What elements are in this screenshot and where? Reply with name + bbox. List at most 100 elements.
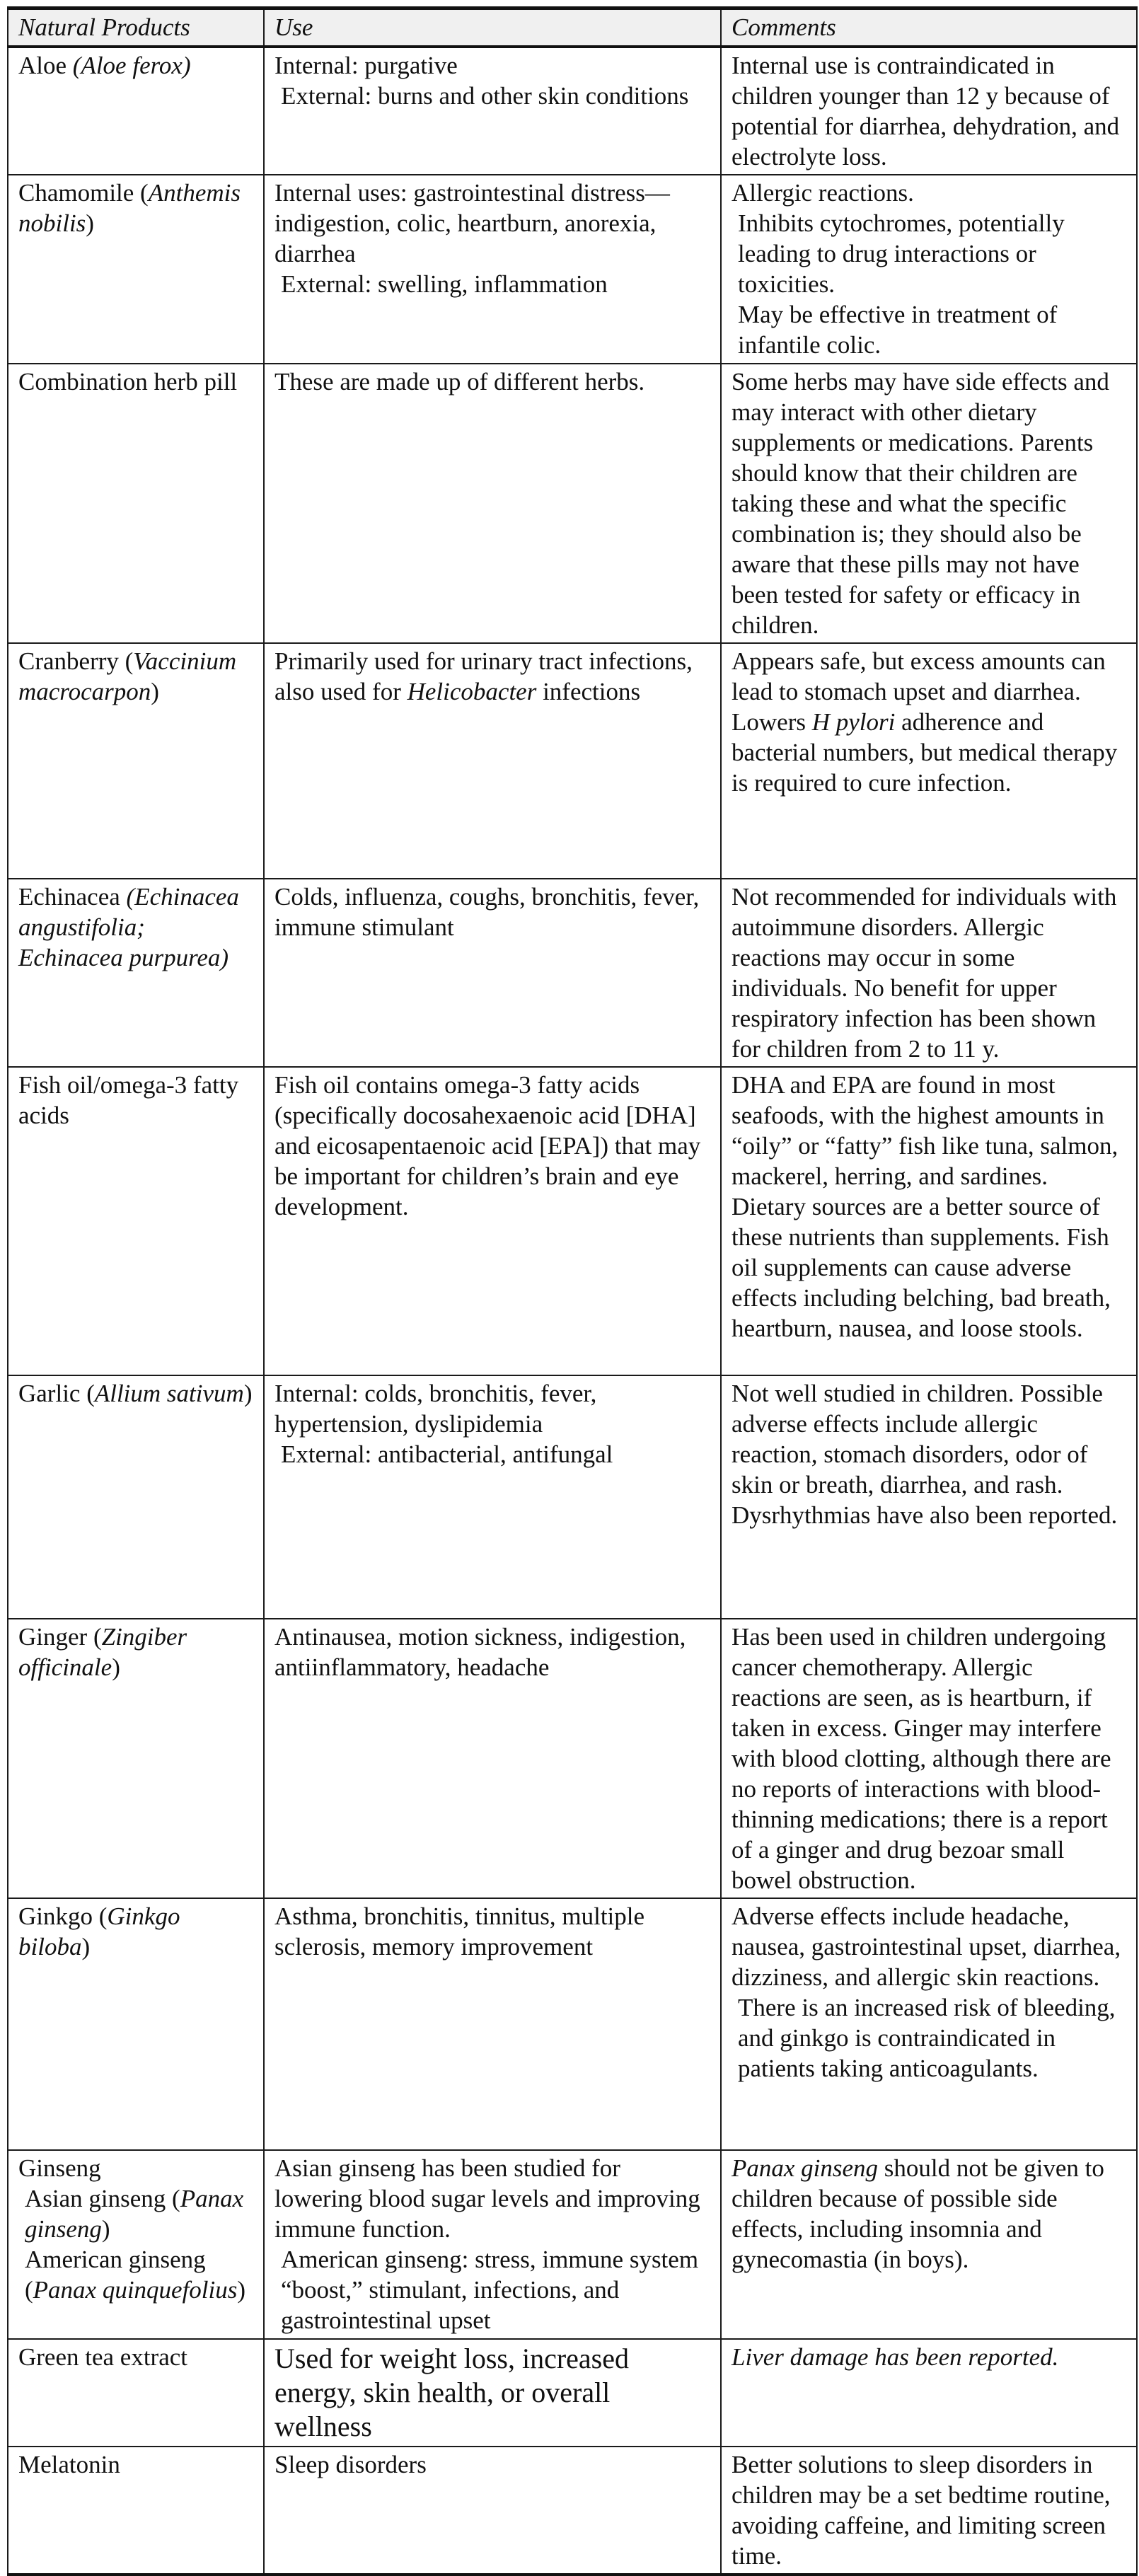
- table-row: Combination herb pill These are made up o…: [7, 363, 1138, 644]
- cell-use: Primarily used for urinary tract infecti…: [263, 642, 722, 879]
- text: Appears safe, but excess amounts can lea…: [732, 647, 1106, 736]
- cell-paragraph: Internal: purgative: [274, 50, 710, 81]
- cell-comments: Appears safe, but excess amounts can lea…: [720, 642, 1138, 879]
- text: ): [151, 678, 159, 705]
- cell-paragraph: Asthma, bronchitis, tinnitus, multiple s…: [274, 1901, 710, 1962]
- cell-paragraph: Cranberry (Vaccinium macrocarpon): [18, 646, 253, 707]
- cell-paragraph: Better solutions to sleep disorders in c…: [732, 2449, 1126, 2571]
- cell-paragraph: Asian ginseng has been studied for lower…: [274, 2153, 710, 2244]
- text: Colds, influenza, coughs, bronchitis, fe…: [274, 883, 700, 941]
- text: Primarily used for urinary tract infecti…: [274, 647, 693, 705]
- cell-product: Garlic (Allium sativum): [7, 1375, 265, 1619]
- italic-text: Liver damage has been reported.: [732, 2343, 1059, 2371]
- cell-comments: Better solutions to sleep disorders in c…: [720, 2446, 1138, 2576]
- table-row: Aloe (Aloe ferox) Internal: purgative Exte…: [7, 46, 1138, 175]
- cell-paragraph: Inhibits cytochromes, potentially leadin…: [732, 208, 1126, 299]
- table-row: Garlic (Allium sativum) Internal: colds, …: [7, 1375, 1138, 1619]
- cell-paragraph: Internal use is contraindicated in child…: [732, 50, 1126, 172]
- cell-product: Ginseng Asian ginseng (Panax ginseng) Amer…: [7, 2149, 265, 2340]
- text: American ginseng (: [25, 2246, 206, 2304]
- cell-use: Asian ginseng has been studied for lower…: [263, 2149, 722, 2340]
- cell-use: Used for weight loss, increased energy, …: [263, 2338, 722, 2447]
- text: infections: [536, 678, 641, 705]
- cell-paragraph: External: antibacterial, antifungal: [274, 1439, 710, 1469]
- cell-paragraph: American ginseng (Panax quinquefolius): [18, 2244, 253, 2305]
- text: External: antibacterial, antifungal: [281, 1440, 613, 1468]
- cell-paragraph: Used for weight loss, increased energy, …: [274, 2342, 710, 2444]
- table-row: Ginkgo (Ginkgo biloba) Asthma, bronchitis…: [7, 1898, 1138, 2151]
- text: ): [237, 2276, 246, 2304]
- header-use: Use: [263, 6, 722, 48]
- text: Cranberry (: [18, 647, 134, 675]
- cell-paragraph: Asian ginseng (Panax ginseng): [18, 2183, 253, 2244]
- cell-paragraph: Appears safe, but excess amounts can lea…: [732, 646, 1126, 798]
- cell-product: Cranberry (Vaccinium macrocarpon): [7, 642, 265, 879]
- cell-product: Ginkgo (Ginkgo biloba): [7, 1898, 265, 2151]
- cell-paragraph: Liver damage has been reported.: [732, 2342, 1126, 2372]
- text: Fish oil contains omega-3 fatty acids (s…: [274, 1071, 701, 1220]
- cell-use: Colds, influenza, coughs, bronchitis, fe…: [263, 878, 722, 1068]
- cell-product: Green tea extract: [7, 2338, 265, 2447]
- table-row: Ginger (Zingiber officinale) Antinausea, …: [7, 1618, 1138, 1899]
- cell-paragraph: Ginger (Zingiber officinale): [18, 1622, 253, 1682]
- text: Some herbs may have side effects and may…: [732, 368, 1109, 639]
- cell-paragraph: Internal uses: gastrointestinal distress…: [274, 178, 710, 269]
- text: Echinacea: [18, 883, 127, 911]
- table-row: Cranberry (Vaccinium macrocarpon) Primari…: [7, 642, 1138, 879]
- cell-use: Asthma, bronchitis, tinnitus, multiple s…: [263, 1898, 722, 2151]
- cell-paragraph: Internal: colds, bronchitis, fever, hype…: [274, 1378, 710, 1439]
- text: Not well studied in children. Possible a…: [732, 1380, 1118, 1529]
- italic-text: Allium sativum: [94, 1380, 244, 1407]
- text: Allergic reactions.: [732, 179, 914, 207]
- italic-text: Zingiber officinale: [18, 1623, 187, 1681]
- cell-paragraph: Panax ginseng should not be given to chi…: [732, 2153, 1126, 2275]
- text: adherence and bacterial numbers, but med…: [732, 708, 1118, 797]
- cell-paragraph: Some herbs may have side effects and may…: [732, 366, 1126, 640]
- cell-product: Echinacea (Echinacea angustifolia; Echin…: [7, 878, 265, 1068]
- cell-paragraph: External: burns and other skin condition…: [274, 81, 710, 111]
- cell-paragraph: Ginkgo (Ginkgo biloba): [18, 1901, 253, 1962]
- header-row: Natural Products Use Comments: [7, 6, 1138, 48]
- text: Ginger (: [18, 1623, 102, 1651]
- cell-paragraph: Antinausea, motion sickness, indigestion…: [274, 1622, 710, 1682]
- cell-use: Internal uses: gastrointestinal distress…: [263, 174, 722, 364]
- cell-paragraph: Echinacea (Echinacea angustifolia; Echin…: [18, 882, 253, 973]
- text: External: burns and other skin condition…: [281, 82, 689, 110]
- cell-paragraph: Primarily used for urinary tract infecti…: [274, 646, 710, 707]
- cell-paragraph: Aloe (Aloe ferox): [18, 50, 253, 81]
- cell-paragraph: American ginseng: stress, immune system …: [274, 2244, 710, 2335]
- text: ): [81, 1933, 91, 1960]
- cell-paragraph: There is an increased risk of bleeding, …: [732, 1992, 1126, 2084]
- cell-paragraph: Fish oil contains omega-3 fatty acids (s…: [274, 1070, 710, 1222]
- text: These are made up of different herbs.: [274, 368, 645, 395]
- cell-comments: Panax ginseng should not be given to chi…: [720, 2149, 1138, 2340]
- cell-paragraph: Garlic (Allium sativum): [18, 1378, 253, 1409]
- cell-paragraph: Chamomile (Anthemis nobilis): [18, 178, 253, 238]
- table-row: Fish oil/omega-3 fatty acids Fish oil con…: [7, 1066, 1138, 1376]
- text: Internal: purgative: [274, 52, 458, 79]
- header-natural-products: Natural Products: [7, 6, 265, 48]
- cell-paragraph: Combination herb pill: [18, 366, 253, 397]
- italic-text: (Aloe ferox): [72, 52, 191, 79]
- cell-product: Combination herb pill: [7, 363, 265, 644]
- table-row: Echinacea (Echinacea angustifolia; Echin…: [7, 878, 1138, 1068]
- text: Garlic (: [18, 1380, 95, 1407]
- italic-text: Ginkgo biloba: [18, 1902, 180, 1960]
- cell-use: Sleep disorders: [263, 2446, 722, 2576]
- text: ): [243, 1380, 253, 1407]
- table-row: Melatonin Sleep disorders Better solutions…: [7, 2446, 1138, 2576]
- text: Asthma, bronchitis, tinnitus, multiple s…: [274, 1902, 645, 1960]
- text: should not be given to children because …: [732, 2154, 1104, 2273]
- text: Chamomile (: [18, 179, 149, 207]
- text: Fish oil/omega-3 fatty acids: [18, 1071, 239, 1129]
- text: DHA and EPA are found in most seafoods, …: [732, 1071, 1118, 1342]
- cell-paragraph: Ginseng: [18, 2153, 253, 2183]
- cell-paragraph: External: swelling, inflammation: [274, 269, 710, 299]
- cell-comments: Has been used in children undergoing can…: [720, 1618, 1138, 1899]
- text: Has been used in children undergoing can…: [732, 1623, 1111, 1894]
- cell-paragraph: Has been used in children undergoing can…: [732, 1622, 1126, 1895]
- italic-text: Vaccinium macrocarpon: [18, 647, 237, 705]
- cell-use: Internal: purgative External: burns and o…: [263, 46, 722, 175]
- text: Green tea extract: [18, 2343, 188, 2371]
- cell-comments: Not recommended for individuals with aut…: [720, 878, 1138, 1068]
